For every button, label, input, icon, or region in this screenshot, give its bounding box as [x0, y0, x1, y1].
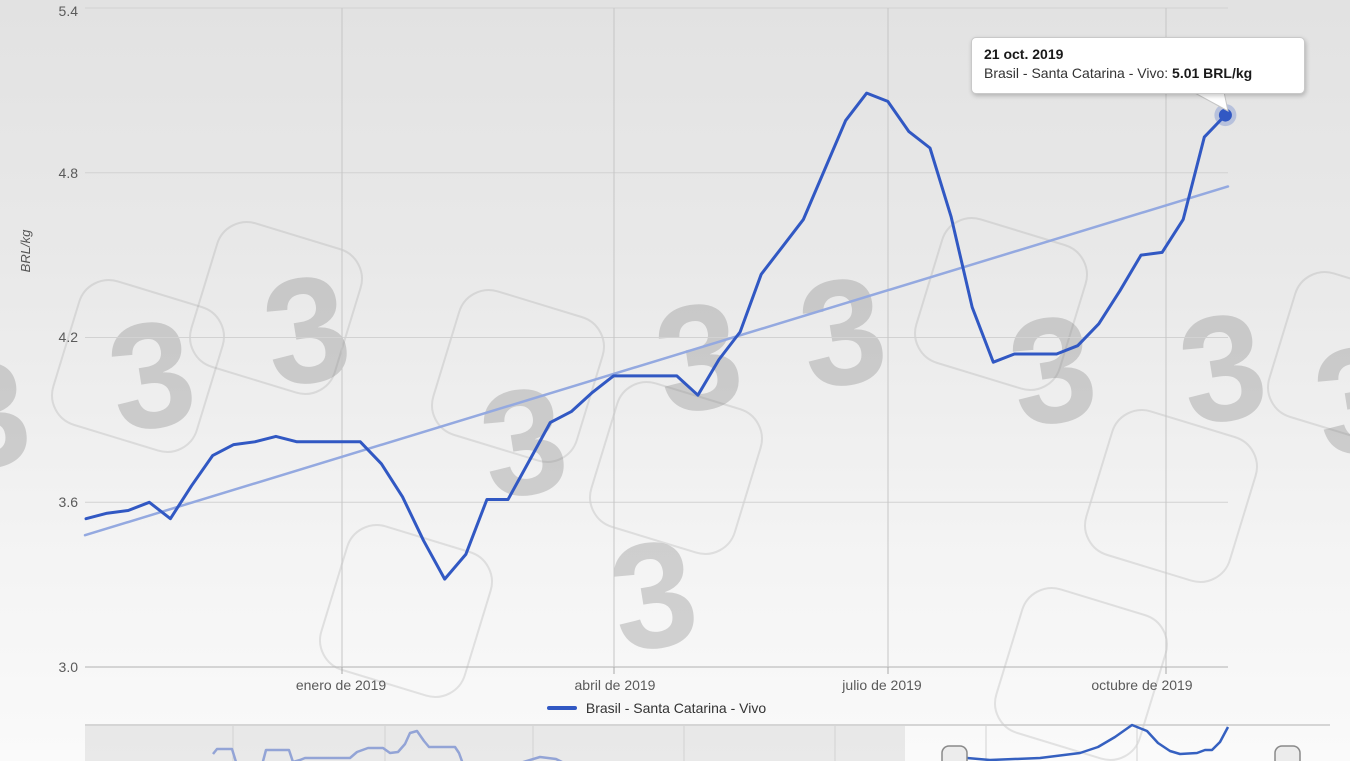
y-axis-title: BRL/kg [18, 229, 33, 273]
tooltip-pointer [1192, 91, 1229, 112]
tooltip-value: 5.01 BRL/kg [1172, 65, 1253, 81]
navigator-track[interactable] [85, 726, 1330, 761]
x-tick-label: octubre de 2019 [1091, 677, 1193, 693]
legend-line-swatch [546, 706, 577, 710]
legend-item[interactable]: Brasil - Santa Catarina - Vivo [85, 699, 1228, 717]
selected-point-marker[interactable] [1218, 108, 1232, 122]
navigator-left-handle[interactable] [941, 745, 968, 761]
navigator-mask [85, 726, 905, 761]
y-tick-label: 3.6 [58, 494, 78, 510]
tooltip-body: Brasil - Santa Catarina - Vivo: 5.01 BRL… [984, 65, 1292, 81]
navigator-right-handle[interactable] [1274, 745, 1301, 761]
legend-label: Brasil - Santa Catarina - Vivo [585, 700, 767, 716]
y-tick-label: 3.0 [58, 659, 78, 675]
x-tick-label: julio de 2019 [842, 677, 922, 693]
trend-line [83, 185, 1230, 537]
navigator-series-selected-range [966, 723, 1230, 761]
price-series-line[interactable] [84, 91, 1227, 581]
x-tick-label: abril de 2019 [574, 677, 656, 693]
y-tick-label: 5.4 [58, 3, 78, 19]
x-tick-label: enero de 2019 [295, 677, 387, 693]
tooltip: 21 oct. 2019 Brasil - Santa Catarina - V… [971, 37, 1305, 94]
tooltip-date: 21 oct. 2019 [984, 46, 1064, 62]
y-tick-label: 4.2 [58, 329, 78, 345]
tooltip-series-label: Brasil - Santa Catarina - Vivo: [984, 65, 1169, 81]
y-tick-label: 4.8 [58, 165, 78, 181]
navigator-series-outside-range [212, 729, 563, 761]
